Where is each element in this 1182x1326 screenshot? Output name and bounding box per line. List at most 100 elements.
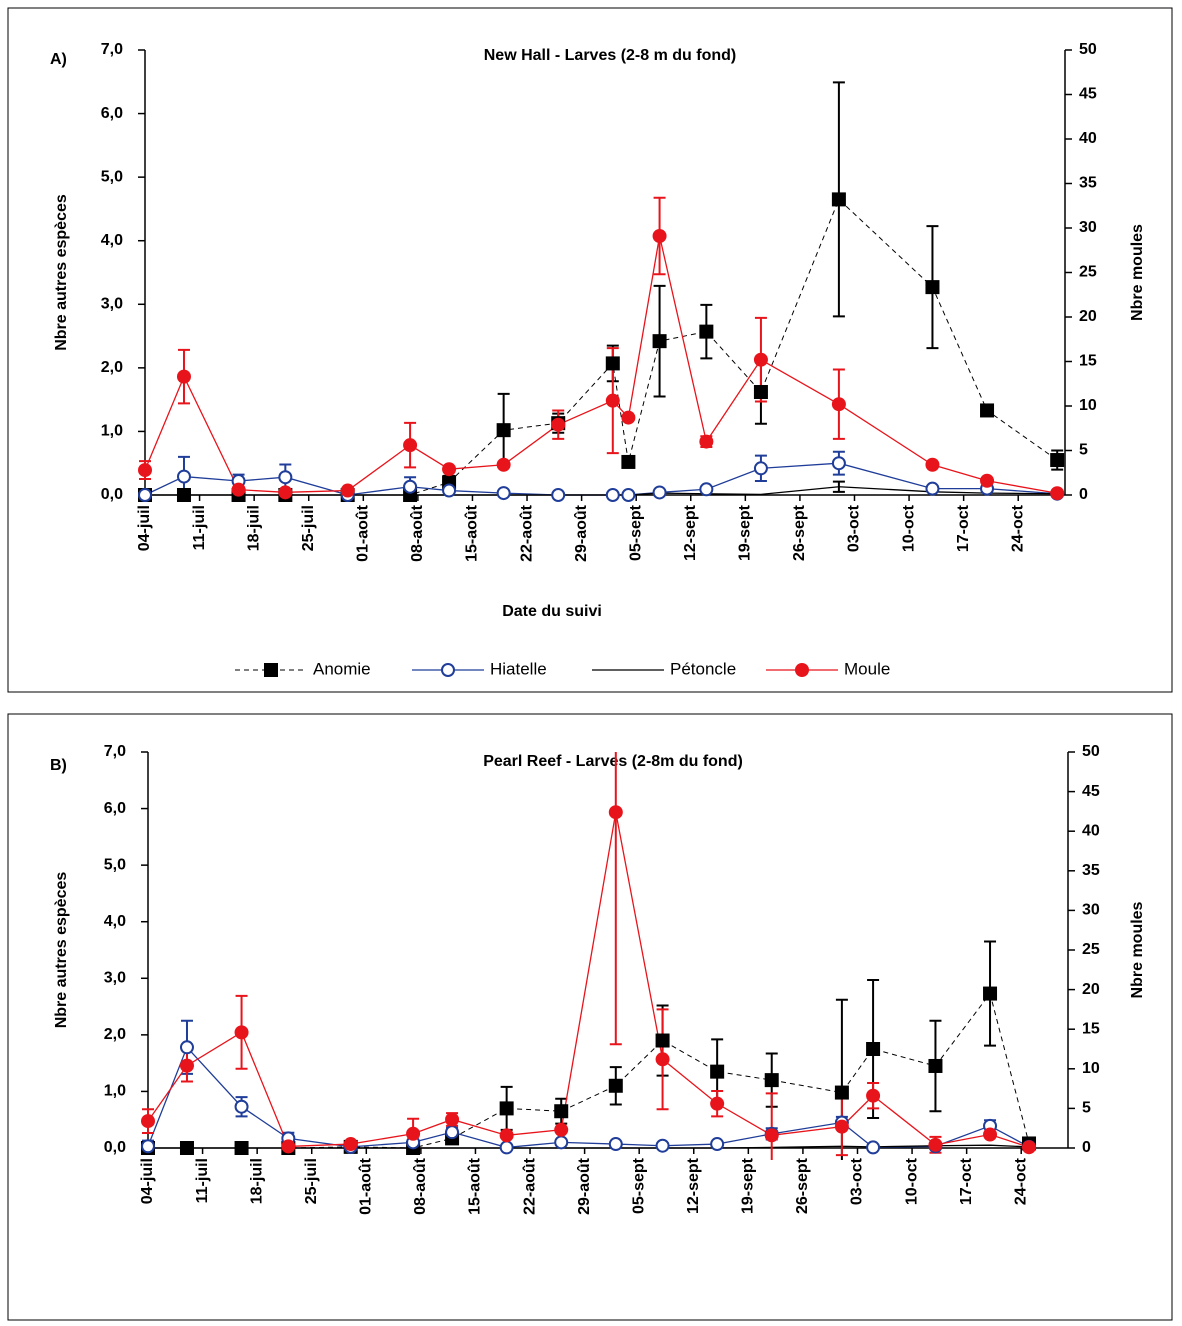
x-tick-label: 12-sept (682, 504, 699, 561)
marker (551, 488, 566, 502)
x-tick-label: 15-août (467, 1157, 484, 1215)
chart-title: New Hall - Larves (2-8 m du fond) (484, 47, 736, 64)
marker (605, 393, 620, 408)
x-tick-label: 08-août (409, 504, 426, 562)
y-tick-label: 2,0 (104, 1026, 126, 1043)
marker (710, 1064, 725, 1079)
panel-frame (7, 713, 1173, 1321)
x-tick-label: 29-août (573, 504, 590, 562)
x-tick-label: 08-août (412, 1157, 429, 1215)
marker (925, 457, 940, 472)
y2-tick-label: 35 (1082, 862, 1100, 879)
y-tick-label: 3,0 (104, 970, 126, 987)
marker (1050, 486, 1065, 501)
x-tick-label: 19-sept (737, 504, 754, 561)
y2-tick-label: 0 (1079, 486, 1088, 503)
marker (980, 473, 995, 488)
x-tick-label: 29-août (576, 1157, 593, 1215)
marker (655, 1033, 670, 1048)
marker (496, 423, 511, 438)
y-tick-label: 5,0 (101, 168, 123, 185)
x-axis-label: Date du suivi (502, 603, 602, 620)
marker (621, 410, 636, 425)
x-tick-label: 10-oct (900, 504, 917, 552)
x-tick-label: 17-oct (958, 1157, 975, 1205)
marker (499, 1101, 514, 1116)
marker (141, 1139, 155, 1154)
y2-tick-label: 50 (1079, 41, 1097, 58)
marker (499, 1140, 514, 1155)
marker (925, 280, 940, 295)
marker (980, 403, 995, 418)
y2-tick-label: 40 (1079, 130, 1097, 147)
y2-tick-label: 45 (1082, 783, 1100, 800)
marker (445, 1112, 460, 1127)
y2-tick-label: 20 (1079, 308, 1097, 325)
marker (445, 1125, 460, 1140)
y2-tick-label: 30 (1082, 902, 1100, 919)
y-axis-label: Nbre autres espèces (53, 194, 70, 351)
legend-label: Moule (844, 659, 890, 678)
y2-tick-label: 20 (1082, 981, 1100, 998)
marker (605, 356, 620, 371)
marker (499, 1128, 514, 1143)
x-tick-label: 26-sept (794, 1157, 811, 1214)
marker (753, 461, 768, 476)
marker (554, 1135, 569, 1150)
marker (866, 1042, 881, 1056)
series-line (145, 486, 1058, 496)
x-tick-label: 11-juil (191, 505, 208, 550)
x-tick-label: 01-août (358, 1157, 375, 1215)
y-tick-label: 1,0 (104, 1083, 126, 1100)
y-tick-label: 1,0 (101, 423, 123, 440)
y-tick-label: 6,0 (104, 800, 126, 817)
legend-marker (264, 663, 278, 677)
series-line (148, 992, 1030, 1149)
marker (141, 1114, 155, 1129)
marker (176, 369, 191, 384)
x-tick-label: 22-août (518, 504, 535, 562)
marker (138, 463, 152, 478)
marker (831, 192, 846, 207)
legend-label: Anomie (313, 659, 371, 678)
x-tick-label: 24-oct (1012, 1157, 1029, 1205)
chart-title: Pearl Reef - Larves (2-8m du fond) (483, 753, 743, 770)
panel-label: A) (50, 51, 67, 68)
series-line (147, 812, 1030, 1148)
marker (652, 334, 667, 349)
x-tick-label: 15-août (464, 504, 481, 562)
marker (710, 1137, 725, 1152)
marker (764, 1128, 779, 1143)
marker (928, 1137, 943, 1152)
y2-tick-label: 10 (1079, 397, 1097, 414)
x-tick-label: 25-juil (303, 1158, 320, 1204)
marker (554, 1122, 569, 1137)
marker (138, 488, 152, 502)
panel-label: B) (50, 757, 67, 774)
x-tick-label: 24-oct (1009, 504, 1026, 552)
marker (179, 1058, 194, 1073)
y2-tick-label: 15 (1082, 1020, 1100, 1037)
marker (753, 352, 768, 367)
plot (141, 752, 1037, 1160)
marker (343, 1137, 358, 1152)
marker (834, 1119, 849, 1134)
marker (179, 1141, 194, 1155)
x-tick-label: 03-oct (846, 504, 863, 552)
y2-tick-label: 40 (1082, 822, 1100, 839)
x-tick-label: 04-juil (139, 1158, 156, 1204)
marker (699, 324, 714, 339)
x-tick-label: 04-juil (136, 505, 153, 551)
y2-tick-label: 5 (1082, 1100, 1091, 1117)
x-tick-label: 11-juil (194, 1158, 211, 1203)
legend-marker (441, 663, 455, 677)
marker (442, 462, 457, 477)
y-tick-label: 7,0 (101, 41, 123, 58)
marker (710, 1096, 725, 1111)
series-line (147, 1046, 1030, 1149)
marker (928, 1058, 943, 1073)
legend-label: Hiatelle (490, 659, 547, 678)
marker (834, 1085, 849, 1100)
marker (234, 1025, 249, 1040)
